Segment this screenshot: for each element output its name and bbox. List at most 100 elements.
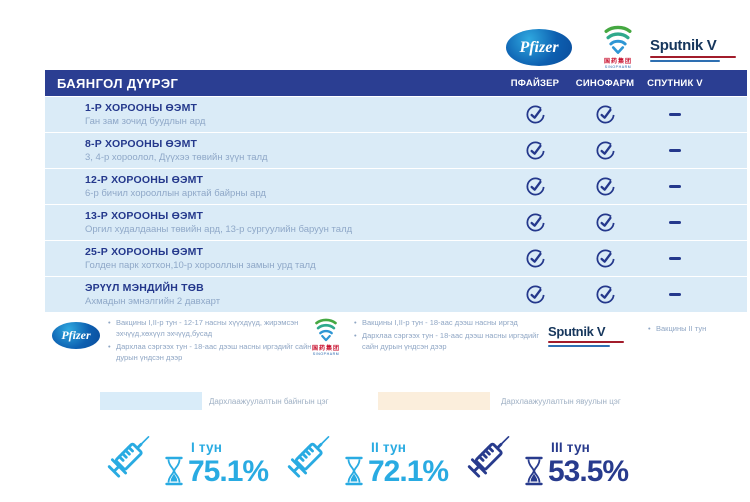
dose-label: III тун — [551, 440, 591, 455]
dose-percentage: 75.1% — [188, 454, 269, 488]
pfizer-footnote: Pfizer • Вакцины I,II-р тун - 12-17 насны… — [52, 318, 314, 366]
sinopharm-logo-en-text: SINOPHARM — [312, 352, 340, 356]
row-address: Ган зам зочид буудлын ард — [85, 116, 206, 127]
dose-1-stat: I тун 75.1% — [98, 424, 269, 488]
footnote-item: • Дархлаа сэргээх тун - 18-аас дээш насны… — [354, 330, 540, 351]
sputnik-unavailable — [640, 277, 710, 312]
table-body: 1-Р ХОРООНЫ ӨЭМТ Ган зам зочид буудлын а… — [45, 97, 747, 313]
bullet-icon: • — [354, 318, 357, 327]
pfizer-available — [500, 169, 570, 204]
sputnik-unavailable — [640, 97, 710, 132]
row-address: Голден парк хотхон,10-р хорооллын замын … — [85, 260, 316, 271]
legend-label-mobile-point: Дархлаажуулалтын явуулын цэг — [501, 397, 621, 406]
dash-icon — [669, 184, 681, 189]
row-title: 1-Р ХОРООНЫ ӨЭМТ — [85, 102, 198, 114]
sputnik-logo: Sputnik V — [650, 37, 742, 62]
dose-label: II тун — [371, 440, 407, 455]
pfizer-available — [500, 97, 570, 132]
bullet-icon: • — [108, 341, 111, 351]
dash-icon — [669, 112, 681, 117]
sputnik-footnote: Sputnik V • Вакцины II тун — [548, 324, 738, 347]
sinopharm-logo-cn-text: 国药集团 — [603, 59, 632, 65]
dose-2-stat: II тун 72.1% — [278, 424, 449, 488]
sinopharm-logo-cn-text: 国药集团 — [311, 346, 340, 352]
bullet-icon: • — [108, 318, 111, 327]
check-circle-icon — [595, 249, 615, 268]
dash-icon — [669, 292, 681, 297]
dose-percentage: 53.5% — [548, 454, 629, 488]
dash-icon — [669, 148, 681, 153]
table-row: 13-Р ХОРООНЫ ӨЭМТ Оргил худалдааны төвий… — [45, 205, 747, 240]
row-address: Оргил худалдааны төвийн ард, 13-р сургуу… — [85, 224, 353, 235]
check-circle-icon — [595, 141, 615, 160]
sinopharm-available — [570, 97, 640, 132]
table-row: 25-Р ХОРООНЫ ӨЭМТ Голден парк хотхон,10-… — [45, 241, 747, 276]
hourglass-icon — [525, 456, 543, 486]
table-header: БАЯНГОЛ ДҮҮРЭГ ПФАЙЗЕР СИНОФАРМ СПУТНИК … — [45, 70, 747, 96]
pfizer-available — [500, 133, 570, 168]
pfizer-available — [500, 241, 570, 276]
row-address: 6-р бичил хорооллын арктай байрны ард — [85, 188, 266, 199]
table-row: 1-Р ХОРООНЫ ӨЭМТ Ган зам зочид буудлын а… — [45, 97, 747, 132]
legend-swatch-permanent-point — [100, 392, 202, 410]
sinopharm-icon — [604, 25, 632, 55]
sputnik-unavailable — [640, 133, 710, 168]
legend-swatch-mobile-point — [378, 392, 490, 410]
footnote-item: • Вакцины I,II-р тун - 18-аас дээш насны … — [354, 318, 518, 327]
dash-icon — [669, 220, 681, 225]
syringe-icon — [285, 428, 337, 480]
footnote-item: • Вакцины II тун — [648, 324, 707, 333]
check-circle-icon — [525, 141, 545, 160]
check-circle-icon — [525, 177, 545, 196]
footnote-item: • Дархлаа сэргээх тун - 18-аас дээш насны… — [108, 341, 312, 362]
dose-percentage: 72.1% — [368, 454, 449, 488]
check-circle-icon — [525, 285, 545, 304]
legend-label-permanent-point: Дархлаажуулалтын байнгын цэг — [209, 397, 329, 406]
table-row: 12-Р ХОРООНЫ ӨЭМТ 6-р бичил хорооллын ар… — [45, 169, 747, 204]
sinopharm-available — [570, 241, 640, 276]
column-header-sputnik: СПУТНИК V — [647, 77, 703, 89]
sinopharm-available — [570, 205, 640, 240]
bullet-icon: • — [648, 324, 651, 333]
row-title: 12-Р ХОРООНЫ ӨЭМТ — [85, 174, 204, 186]
bullet-icon: • — [354, 330, 357, 340]
column-header-sinopharm: СИНОФАРМ — [575, 77, 635, 89]
sputnik-logo-text: Sputnik V — [548, 324, 606, 339]
table-row: 8-Р ХОРООНЫ ӨЭМТ 3, 4-р хороолол, Дүүхээ… — [45, 133, 747, 168]
sputnik-tagline-bar — [548, 341, 624, 343]
check-circle-icon — [595, 285, 615, 304]
pfizer-logo: Pfizer — [52, 322, 100, 349]
dose-3-stat: III тун 53.5% — [458, 424, 629, 488]
syringe-icon — [465, 428, 517, 480]
sputnik-logo-text: Sputnik V — [650, 37, 717, 54]
check-circle-icon — [595, 105, 615, 124]
syringe-icon — [105, 428, 157, 480]
table-row: ЭРҮҮЛ МЭНДИЙН ТӨВ Ахмадын эмнэлгийн 2 да… — [45, 277, 747, 312]
column-header-pfizer: ПФАЙЗЕР — [510, 77, 560, 89]
sputnik-unavailable — [640, 205, 710, 240]
row-title: 13-Р ХОРООНЫ ӨЭМТ — [85, 210, 204, 222]
check-circle-icon — [525, 213, 545, 232]
footnote-item: • Вакцины I,II-р тун - 12-17 насны хүүхдү… — [108, 318, 299, 338]
sinopharm-available — [570, 169, 640, 204]
sputnik-tagline-bar — [548, 345, 610, 347]
row-title: 8-Р ХОРООНЫ ӨЭМТ — [85, 138, 198, 150]
check-circle-icon — [595, 177, 615, 196]
row-title: 25-Р ХОРООНЫ ӨЭМТ — [85, 246, 204, 258]
sinopharm-logo: 国药集团 SINOPHARM — [592, 25, 644, 69]
sinopharm-icon — [315, 318, 337, 342]
dash-icon — [669, 256, 681, 261]
pfizer-available — [500, 277, 570, 312]
column-headers: ПФАЙЗЕР СИНОФАРМ СПУТНИК V — [500, 70, 710, 96]
row-address: Ахмадын эмнэлгийн 2 давхарт — [85, 296, 221, 307]
sinopharm-available — [570, 277, 640, 312]
check-circle-icon — [525, 105, 545, 124]
pfizer-available — [500, 205, 570, 240]
pfizer-logo-text: Pfizer — [519, 38, 559, 56]
check-circle-icon — [595, 213, 615, 232]
sinopharm-logo: 国药集团 SINOPHARM — [306, 318, 346, 356]
sputnik-unavailable — [640, 241, 710, 276]
sputnik-tagline-bar — [650, 60, 720, 62]
pfizer-logo-text: Pfizer — [61, 328, 91, 342]
